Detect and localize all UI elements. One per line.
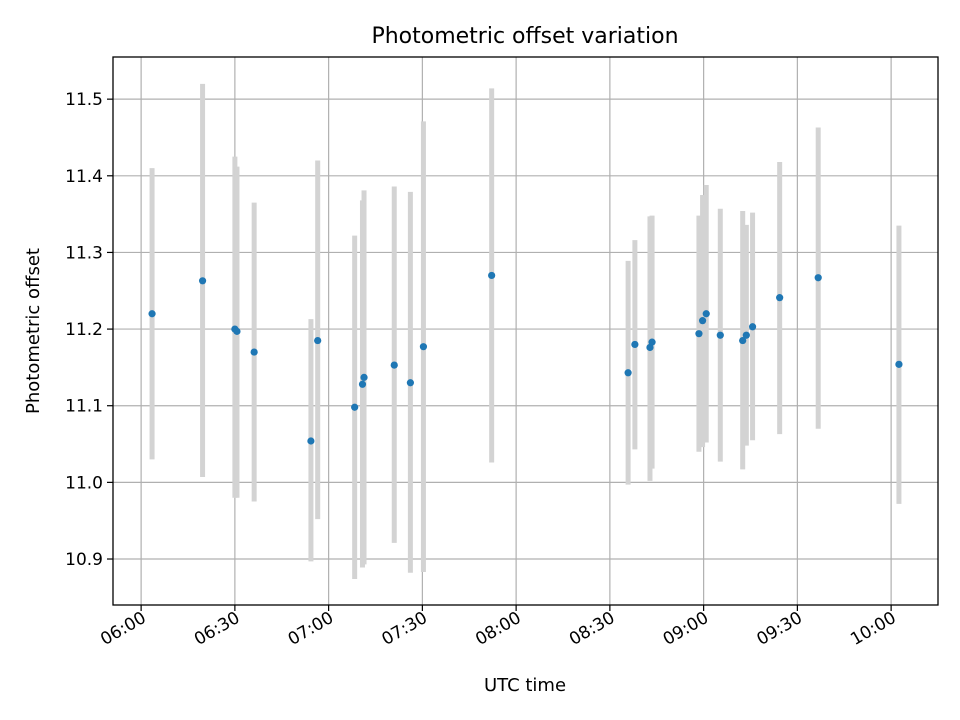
y-tick-label: 11.2: [65, 320, 103, 340]
data-point: [419, 343, 428, 351]
data-point: [742, 331, 750, 339]
y-axis-label: Photometric offset: [23, 248, 44, 414]
data-point: [198, 277, 207, 285]
data-point: [695, 330, 703, 338]
data-point: [648, 338, 656, 346]
data-point: [776, 294, 784, 302]
data-point: [233, 327, 241, 335]
y-tick-label: 11.0: [65, 473, 103, 493]
chart-title: Photometric offset variation: [371, 24, 678, 49]
plot-frame: [112, 56, 939, 606]
y-tick-label: 11.5: [65, 90, 103, 110]
x-axis-label: UTC time: [484, 675, 566, 696]
data-point: [488, 271, 496, 280]
data-point: [351, 403, 359, 411]
data-point: [814, 274, 822, 282]
data-point: [250, 348, 258, 356]
data-point: [631, 340, 639, 349]
grid-lines: [113, 57, 938, 605]
data-point: [406, 379, 414, 387]
y-tick-label: 11.4: [65, 167, 103, 187]
data-point: [748, 323, 757, 331]
data-point: [358, 380, 367, 388]
data-point: [314, 336, 322, 345]
data-points: [148, 271, 903, 445]
data-point: [716, 331, 724, 339]
y-tick-label: 11.3: [65, 243, 103, 263]
data-point: [390, 361, 398, 369]
data-point: [624, 369, 632, 377]
data-point: [360, 373, 368, 381]
data-point: [739, 336, 747, 345]
data-point: [698, 317, 707, 325]
data-point: [148, 310, 156, 318]
y-tick-label: 10.9: [65, 550, 103, 570]
y-tick-label: 11.1: [65, 397, 103, 417]
data-point: [895, 360, 903, 368]
data-point: [702, 310, 710, 318]
data-point: [307, 437, 315, 445]
